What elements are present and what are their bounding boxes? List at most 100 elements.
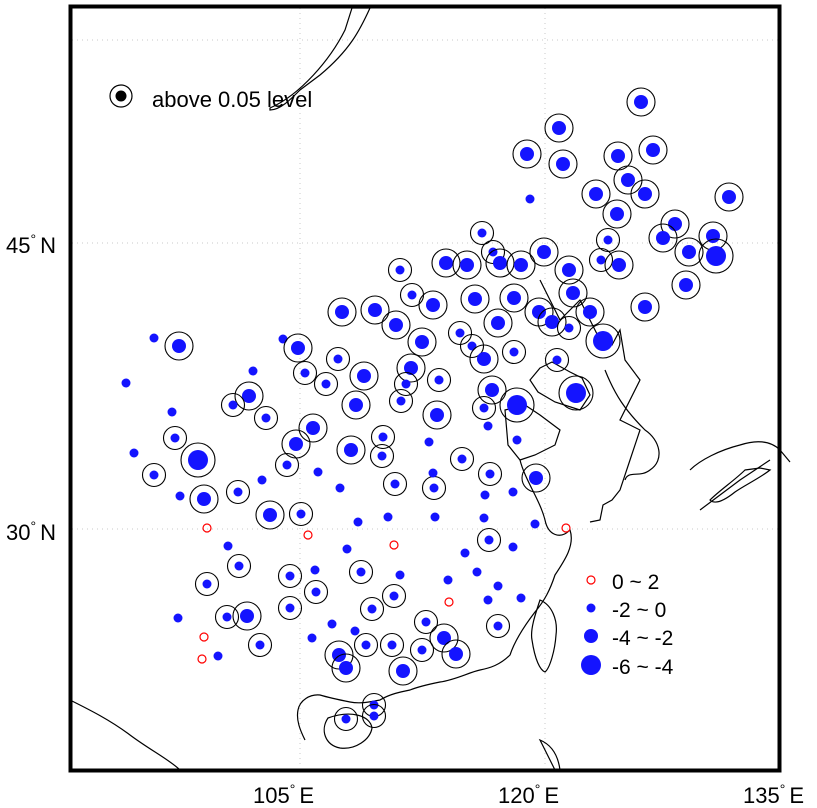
station-marker [379, 632, 405, 658]
significance-ring [232, 601, 262, 631]
station-marker [213, 651, 223, 661]
station-dot [596, 255, 606, 265]
significance-ring [483, 308, 513, 338]
station-dot [300, 368, 310, 378]
significance-ring [194, 571, 220, 597]
station-marker [508, 487, 518, 497]
station-dot [389, 591, 399, 601]
station-dot [638, 187, 652, 201]
station-dot [477, 228, 487, 238]
station-dot [173, 613, 183, 623]
significance-ring [581, 179, 611, 209]
coastline-philippines [538, 738, 561, 771]
lat-label-30: 30° N [6, 518, 56, 545]
significance-ring [220, 392, 246, 418]
station-marker [232, 601, 262, 631]
coastline-korea-russia [269, 7, 371, 111]
station-dot [706, 246, 726, 266]
station-marker [202, 523, 212, 533]
station-marker [483, 595, 493, 605]
station-dot [493, 256, 507, 270]
significance-ring [313, 371, 339, 397]
coastline-east [296, 459, 572, 741]
station-marker [361, 703, 387, 729]
station-dot [722, 190, 736, 204]
station-marker [277, 595, 303, 621]
station-dot [562, 263, 576, 277]
station-marker [310, 565, 320, 575]
significance-ring [604, 250, 634, 280]
station-dot [556, 157, 570, 171]
station-dot [525, 194, 535, 204]
station-dot [167, 407, 177, 417]
station-dot [199, 632, 209, 642]
station-dot [285, 603, 295, 613]
station-dot [350, 626, 360, 636]
station-dot [121, 378, 131, 388]
significance-ring [327, 297, 357, 327]
station-dot [485, 469, 495, 479]
station-marker [292, 360, 318, 386]
station-dot [395, 570, 405, 580]
station-dot [407, 290, 417, 300]
significance-ring [164, 331, 194, 361]
station-marker [369, 443, 395, 469]
station-marker [537, 307, 567, 337]
significance-ring [359, 596, 385, 622]
significance-ring [698, 238, 734, 274]
station-dot [516, 593, 526, 603]
significance-ring [469, 344, 499, 374]
station-dot [368, 303, 382, 317]
station-marker [226, 553, 252, 579]
station-dot [255, 640, 265, 650]
significance-ring [499, 387, 535, 423]
station-marker [333, 706, 359, 732]
station-dot [621, 173, 635, 187]
station-dot [612, 258, 626, 272]
significance-ring [162, 425, 188, 451]
station-marker [382, 471, 408, 497]
station-marker [234, 381, 264, 411]
station-dot [170, 433, 180, 443]
legend-symbol-0-2 [586, 575, 596, 585]
station-marker [199, 632, 209, 642]
station-marker [443, 575, 453, 585]
station-marker [349, 361, 379, 391]
station-dot [520, 147, 534, 161]
station-marker [575, 297, 605, 327]
station-marker [129, 448, 139, 458]
station-marker [393, 371, 419, 397]
legend-symbol-neg6-neg4 [581, 655, 601, 675]
significance-ring [226, 553, 252, 579]
station-dot [679, 278, 693, 292]
station-dot [291, 341, 305, 355]
station-marker [173, 613, 183, 623]
station-dot [507, 395, 527, 415]
station-dot [566, 383, 586, 403]
station-marker [225, 479, 251, 505]
station-dot [682, 245, 696, 259]
station-dot [460, 258, 474, 272]
station-marker [613, 165, 643, 195]
station-dot [282, 460, 292, 470]
station-dot [248, 366, 258, 376]
station-marker [671, 270, 701, 300]
station-dot [484, 535, 494, 545]
station-marker [477, 375, 507, 405]
significance-ring [253, 405, 279, 431]
station-marker [335, 483, 345, 493]
significance-ring [341, 390, 371, 420]
station-dot [335, 483, 345, 493]
station-marker [278, 334, 288, 344]
station-dot [507, 291, 521, 305]
station-dot [383, 512, 393, 522]
station-marker [313, 371, 339, 397]
station-marker [350, 626, 360, 636]
significance-ring [277, 563, 303, 589]
significance-ring [469, 220, 495, 246]
station-marker [220, 392, 246, 418]
significance-ring [247, 632, 273, 658]
significance-ring [225, 479, 251, 505]
station-dot [404, 361, 418, 375]
station-dot [532, 305, 546, 319]
